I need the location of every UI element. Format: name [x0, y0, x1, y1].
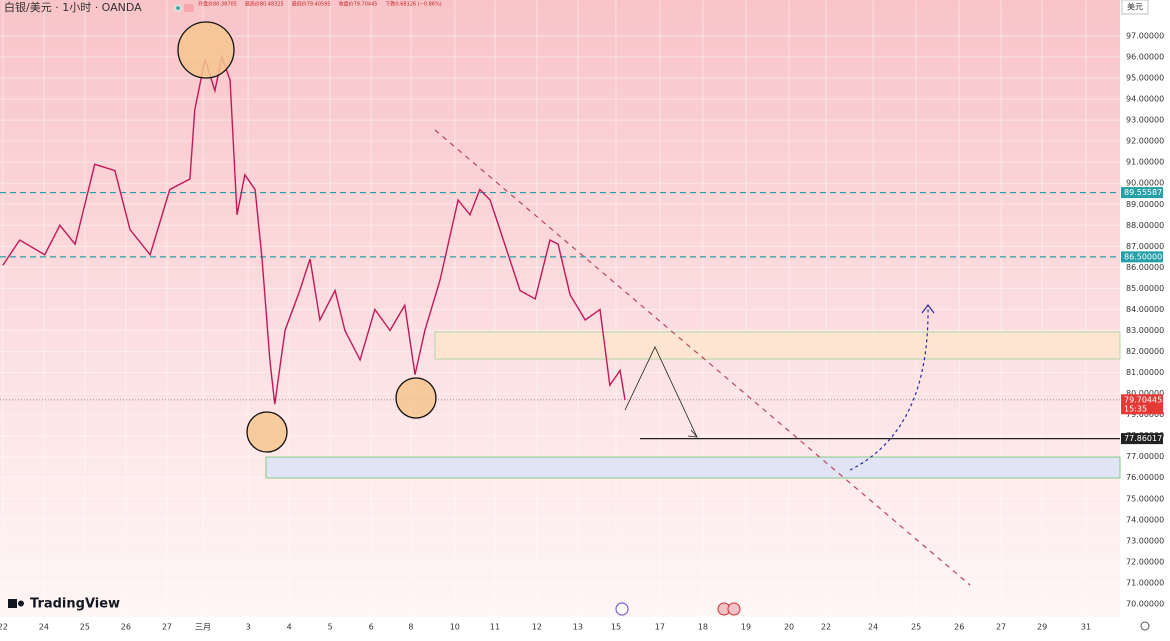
x-tick-label: 26 — [121, 623, 131, 632]
y-tick-label: 76.00000 — [1126, 473, 1164, 482]
price-tag — [1121, 251, 1163, 263]
low-circle — [246, 411, 288, 453]
y-tick-label: 93.00000 — [1126, 116, 1164, 125]
x-tick-label: 三月 — [195, 623, 211, 632]
x-tick-label: 26 — [954, 623, 964, 632]
status-dot — [176, 6, 180, 10]
high-circle — [177, 21, 235, 79]
currency: 美元 — [1127, 2, 1143, 12]
price-tag-label: 79.70445 — [1124, 395, 1162, 404]
price-tag — [1121, 433, 1163, 445]
ohlc-value: 最高价80.48325 — [245, 1, 284, 8]
logo-mark — [8, 599, 17, 608]
projection-path — [624, 346, 698, 438]
y-tick-label: 74.00000 — [1126, 515, 1164, 524]
x-tick-label: 27 — [162, 623, 172, 632]
x-tick-label: 18 — [698, 623, 708, 632]
y-tick-label: 77.00000 — [1126, 452, 1164, 461]
y-tick-label: 86.00000 — [1126, 263, 1164, 272]
y-tick-label: 92.00000 — [1126, 137, 1164, 146]
rebound-arrowhead — [921, 304, 935, 314]
time-axis — [0, 617, 1120, 637]
symbol: 白银/美元 · 1小时 · OANDA — [4, 0, 142, 14]
settings-icon[interactable] — [1140, 621, 1150, 631]
x-tick-label: 22 — [0, 623, 8, 632]
ohlc-header: 开盘价80.38705 最高价80.48325 最低价79.40595 收盘价79.7… — [198, 1, 442, 8]
ohlc-value: 最低价79.40595 — [292, 1, 331, 8]
y-tick-label: 83.00000 — [1126, 326, 1164, 335]
low-circle — [395, 377, 437, 419]
rebound-arrow — [849, 304, 929, 471]
resistance-zone — [434, 331, 1121, 360]
logo: TradingView — [30, 597, 120, 612]
price-tag — [1121, 394, 1163, 415]
x-tick-label: 13 — [573, 623, 583, 632]
y-tick-label: 87.00000 — [1126, 242, 1164, 251]
x-tick-label: 24 — [868, 623, 878, 632]
x-tick-label: 24 — [39, 623, 49, 632]
countdown: 15:35 — [1124, 404, 1147, 413]
x-tick-label: 11 — [490, 623, 500, 632]
x-tick-label: 29 — [1037, 623, 1047, 632]
price-axis — [1120, 0, 1170, 637]
ohlc-value: 开盘价80.38705 — [198, 1, 237, 8]
currency-box[interactable] — [1121, 0, 1149, 15]
x-tick-label: 25 — [80, 623, 90, 632]
plot-background — [0, 0, 1120, 617]
x-tick-label: 4 — [287, 623, 292, 632]
y-tick-label: 96.00000 — [1126, 53, 1164, 62]
price-tag-label: 89.55587 — [1124, 188, 1162, 197]
event-icon[interactable] — [727, 602, 741, 616]
ohlc-value: 下跌0.68126 (−0.86%) — [385, 1, 441, 8]
y-tick-label: 95.00000 — [1126, 74, 1164, 83]
y-tick-label: 79.00000 — [1126, 410, 1164, 419]
y-tick-label: 88.00000 — [1126, 221, 1164, 230]
event-icon[interactable] — [615, 602, 629, 616]
x-tick-label: 8 — [408, 623, 413, 632]
price-series — [2, 54, 626, 405]
y-tick-label: 81.00000 — [1126, 368, 1164, 377]
logo-mark — [18, 600, 24, 607]
y-tick-label: 89.00000 — [1126, 200, 1164, 209]
x-tick-label: 10 — [450, 623, 460, 632]
y-tick-label: 75.00000 — [1126, 494, 1164, 503]
x-tick-label: 31 — [1081, 623, 1091, 632]
y-tick-label: 90.00000 — [1126, 179, 1164, 188]
price-tag-label: 86.50000 — [1124, 252, 1162, 261]
price-line — [2, 54, 626, 405]
x-tick-label: 17 — [655, 623, 665, 632]
y-tick-label: 82.00000 — [1126, 347, 1164, 356]
x-tick-label: 20 — [784, 623, 794, 632]
x-tick-label: 5 — [328, 623, 333, 632]
y-tick-label: 71.00000 — [1126, 578, 1164, 587]
x-tick-label: 12 — [532, 623, 542, 632]
y-tick-label: 85.00000 — [1126, 284, 1164, 293]
ohlc-value: 收盘价79.70445 — [339, 1, 378, 8]
y-tick-label: 97.00000 — [1126, 31, 1164, 40]
x-tick-label: 15 — [611, 623, 621, 632]
projection-arrow — [687, 429, 698, 438]
x-tick-label: 22 — [821, 623, 831, 632]
y-tick-label: 73.00000 — [1126, 536, 1164, 545]
x-tick-label: 19 — [741, 623, 751, 632]
trend-line — [434, 129, 971, 586]
y-tick-label: 84.00000 — [1126, 305, 1164, 314]
x-tick-label: 6 — [369, 623, 374, 632]
x-tick-label: 25 — [911, 623, 921, 632]
y-tick-label: 91.00000 — [1126, 158, 1164, 167]
axes: 70.00000 71.00000 72.00000 73.00000 74.00000… — [0, 31, 1164, 631]
x-tick-label: 27 — [996, 623, 1006, 632]
support-zone — [265, 456, 1121, 479]
price-tag — [1121, 187, 1163, 199]
x-tick-label: 3 — [246, 623, 251, 632]
levels — [0, 191, 1120, 440]
y-tick-label: 94.00000 — [1126, 95, 1164, 104]
y-tick-label: 70.00000 — [1126, 599, 1164, 608]
y-tick-label: 80.00000 — [1126, 389, 1164, 398]
status-flag — [184, 4, 194, 12]
price-tag-label: 77.86017 — [1124, 434, 1162, 443]
y-tick-label: 72.00000 — [1126, 557, 1164, 566]
